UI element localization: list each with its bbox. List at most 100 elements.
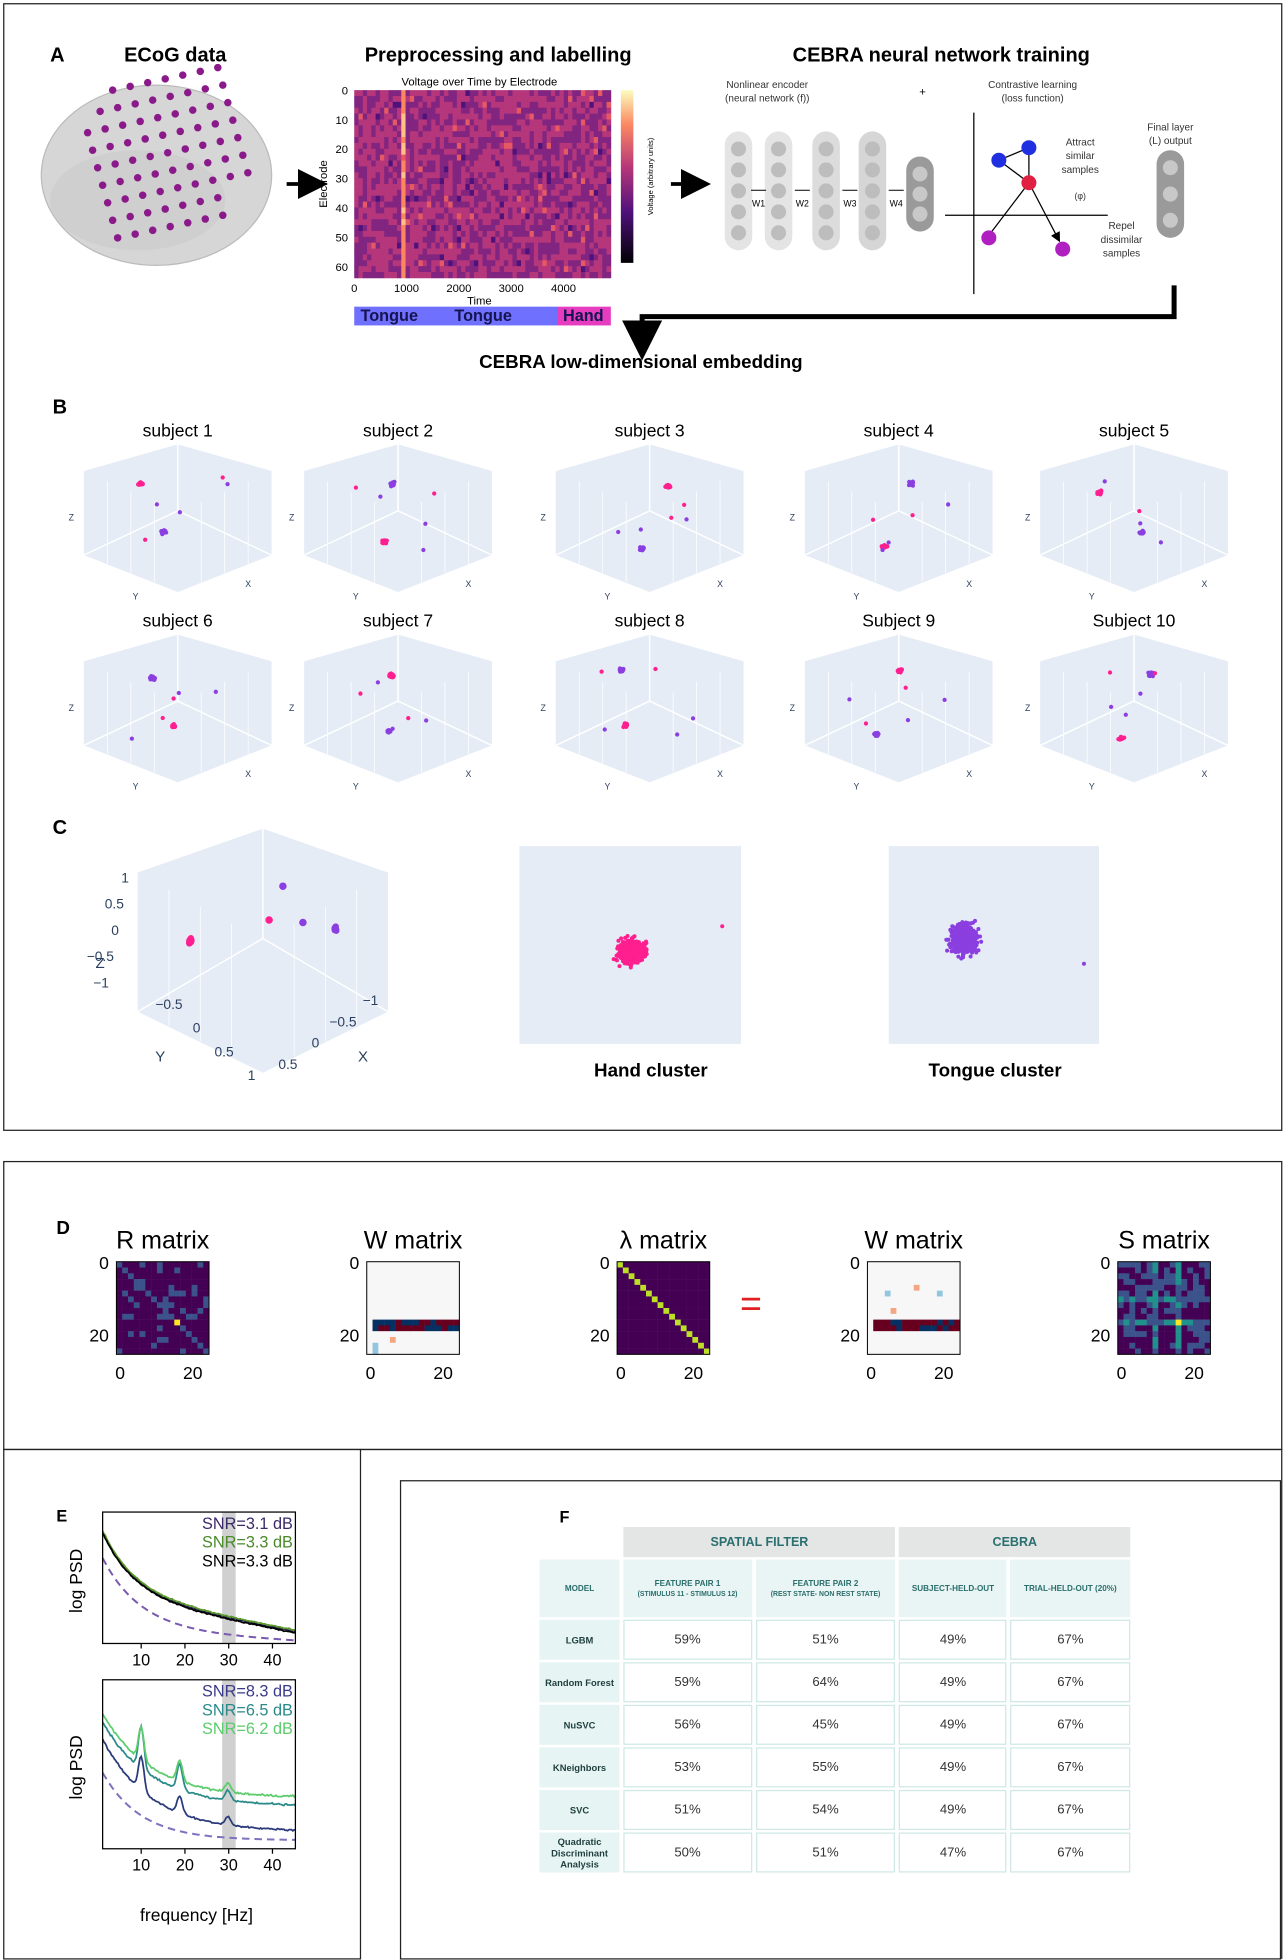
heatmap-cell bbox=[358, 183, 364, 191]
scatter-point bbox=[910, 513, 915, 518]
heatmap-cell bbox=[486, 95, 492, 103]
matrix-cell bbox=[1135, 1296, 1142, 1303]
heatmap-cell bbox=[422, 125, 428, 132]
heatmap-cell bbox=[375, 131, 381, 138]
heatmap-cell bbox=[388, 119, 394, 126]
scatter-point bbox=[976, 927, 981, 932]
heatmap-cell bbox=[371, 225, 376, 232]
axis-letter: X bbox=[466, 769, 472, 779]
heatmap-cell bbox=[431, 260, 436, 267]
matrix-cell bbox=[418, 1273, 425, 1280]
heatmap-cell bbox=[546, 236, 552, 244]
heatmap-cell bbox=[585, 242, 590, 249]
matrix-cell bbox=[1129, 1313, 1136, 1320]
heatmap-cell bbox=[439, 101, 445, 109]
electrode bbox=[239, 151, 247, 159]
heatmap-cell bbox=[589, 178, 595, 185]
subject-title: subject 7 bbox=[363, 611, 433, 631]
axis-letter: X bbox=[717, 769, 723, 779]
matrix-cell bbox=[168, 1331, 175, 1338]
heatmap-cell bbox=[486, 90, 492, 97]
matrix-cell bbox=[948, 1302, 955, 1309]
matrix-cell bbox=[395, 1308, 402, 1315]
heatmap-cell bbox=[589, 148, 595, 156]
heatmap-cell bbox=[491, 266, 496, 273]
heatmap-cell bbox=[422, 242, 428, 249]
scatter-point bbox=[883, 545, 888, 550]
heatmap-cell bbox=[439, 230, 445, 238]
matrix-cell bbox=[646, 1308, 653, 1315]
heatmap-cell bbox=[533, 266, 539, 273]
heatmap-cell bbox=[572, 101, 577, 109]
scatter-point bbox=[624, 958, 629, 963]
heatmap-cell bbox=[555, 160, 560, 167]
matrix-cell bbox=[378, 1284, 385, 1291]
matrix-cell bbox=[873, 1348, 880, 1355]
heatmap-cell bbox=[482, 236, 488, 244]
heatmap-cell bbox=[452, 207, 458, 214]
heatmap-cell bbox=[593, 254, 599, 261]
matrix-cell bbox=[646, 1267, 653, 1274]
matrix-cell bbox=[203, 1273, 210, 1280]
heatmap-cell bbox=[371, 95, 376, 103]
matrix-cell bbox=[674, 1319, 682, 1326]
heatmap-cell bbox=[580, 125, 586, 132]
matrix-cell bbox=[651, 1296, 658, 1303]
snr-label: SNR=3.3 dB bbox=[202, 1534, 293, 1552]
x-tick-label: 20 bbox=[934, 1363, 954, 1383]
neuron bbox=[771, 162, 787, 178]
heatmap-cell bbox=[589, 142, 595, 150]
matrix-cell bbox=[698, 1348, 705, 1355]
heatmap-cell bbox=[388, 90, 394, 97]
heatmap-cell bbox=[367, 160, 372, 167]
heatmap-cell bbox=[572, 95, 577, 103]
matrix-cell bbox=[1169, 1331, 1176, 1338]
heatmap-cell bbox=[521, 154, 526, 161]
matrix-cell bbox=[197, 1342, 204, 1349]
matrix-cell bbox=[674, 1261, 682, 1268]
heatmap-cell bbox=[456, 272, 462, 279]
contrastive-label: Contrastive learning bbox=[988, 80, 1077, 91]
heatmap-cell bbox=[550, 160, 556, 167]
heatmap-cell bbox=[597, 195, 603, 202]
electrode bbox=[83, 128, 92, 137]
matrix-cell bbox=[1140, 1302, 1147, 1309]
matrix-cell bbox=[919, 1308, 926, 1315]
matrix-cell bbox=[651, 1261, 658, 1268]
header-row: MODEL FEATURE PAIR 1 (STIMULUS 11 - STIMUL… bbox=[539, 1559, 1131, 1618]
scatter-point bbox=[967, 943, 972, 948]
matrix-cell bbox=[1140, 1342, 1147, 1349]
heatmap-cell bbox=[362, 201, 368, 208]
heatmap-cell bbox=[555, 166, 560, 173]
matrix-cell bbox=[628, 1290, 635, 1297]
matrix-cell bbox=[1164, 1284, 1171, 1291]
matrix-cell bbox=[663, 1290, 670, 1297]
heatmap-cell bbox=[546, 137, 552, 144]
heatmap-cell bbox=[550, 154, 556, 161]
heatmap-cell bbox=[495, 183, 501, 191]
heatmap-cell bbox=[439, 131, 445, 138]
heatmap-cell bbox=[426, 101, 432, 109]
heatmap-cell bbox=[367, 148, 372, 156]
matrix-cell bbox=[703, 1331, 710, 1338]
heatmap-cell bbox=[512, 183, 518, 191]
sample bbox=[991, 152, 1007, 168]
heatmap-cell bbox=[568, 236, 573, 244]
y-tick-label: 0 bbox=[1101, 1253, 1111, 1273]
heatmap-cell bbox=[384, 119, 389, 126]
matrix-cell bbox=[116, 1319, 123, 1326]
matrix-cell bbox=[873, 1261, 880, 1268]
heatmap-cell bbox=[379, 178, 385, 185]
matrix-cell bbox=[1135, 1302, 1142, 1309]
heatmap-cell bbox=[379, 172, 385, 179]
matrix-cell bbox=[873, 1267, 880, 1274]
table-row: NuSVC 56% 45% 49% 67% bbox=[539, 1704, 1131, 1745]
heatmap-cell bbox=[563, 236, 569, 244]
scatter-point bbox=[954, 942, 959, 947]
matrix-cell bbox=[168, 1325, 175, 1332]
heatmap-cell bbox=[473, 107, 479, 114]
heatmap-cell bbox=[388, 266, 394, 273]
heatmap-cell bbox=[405, 266, 411, 273]
heatmap-cell bbox=[367, 201, 372, 208]
heatmap-cell bbox=[533, 101, 539, 109]
